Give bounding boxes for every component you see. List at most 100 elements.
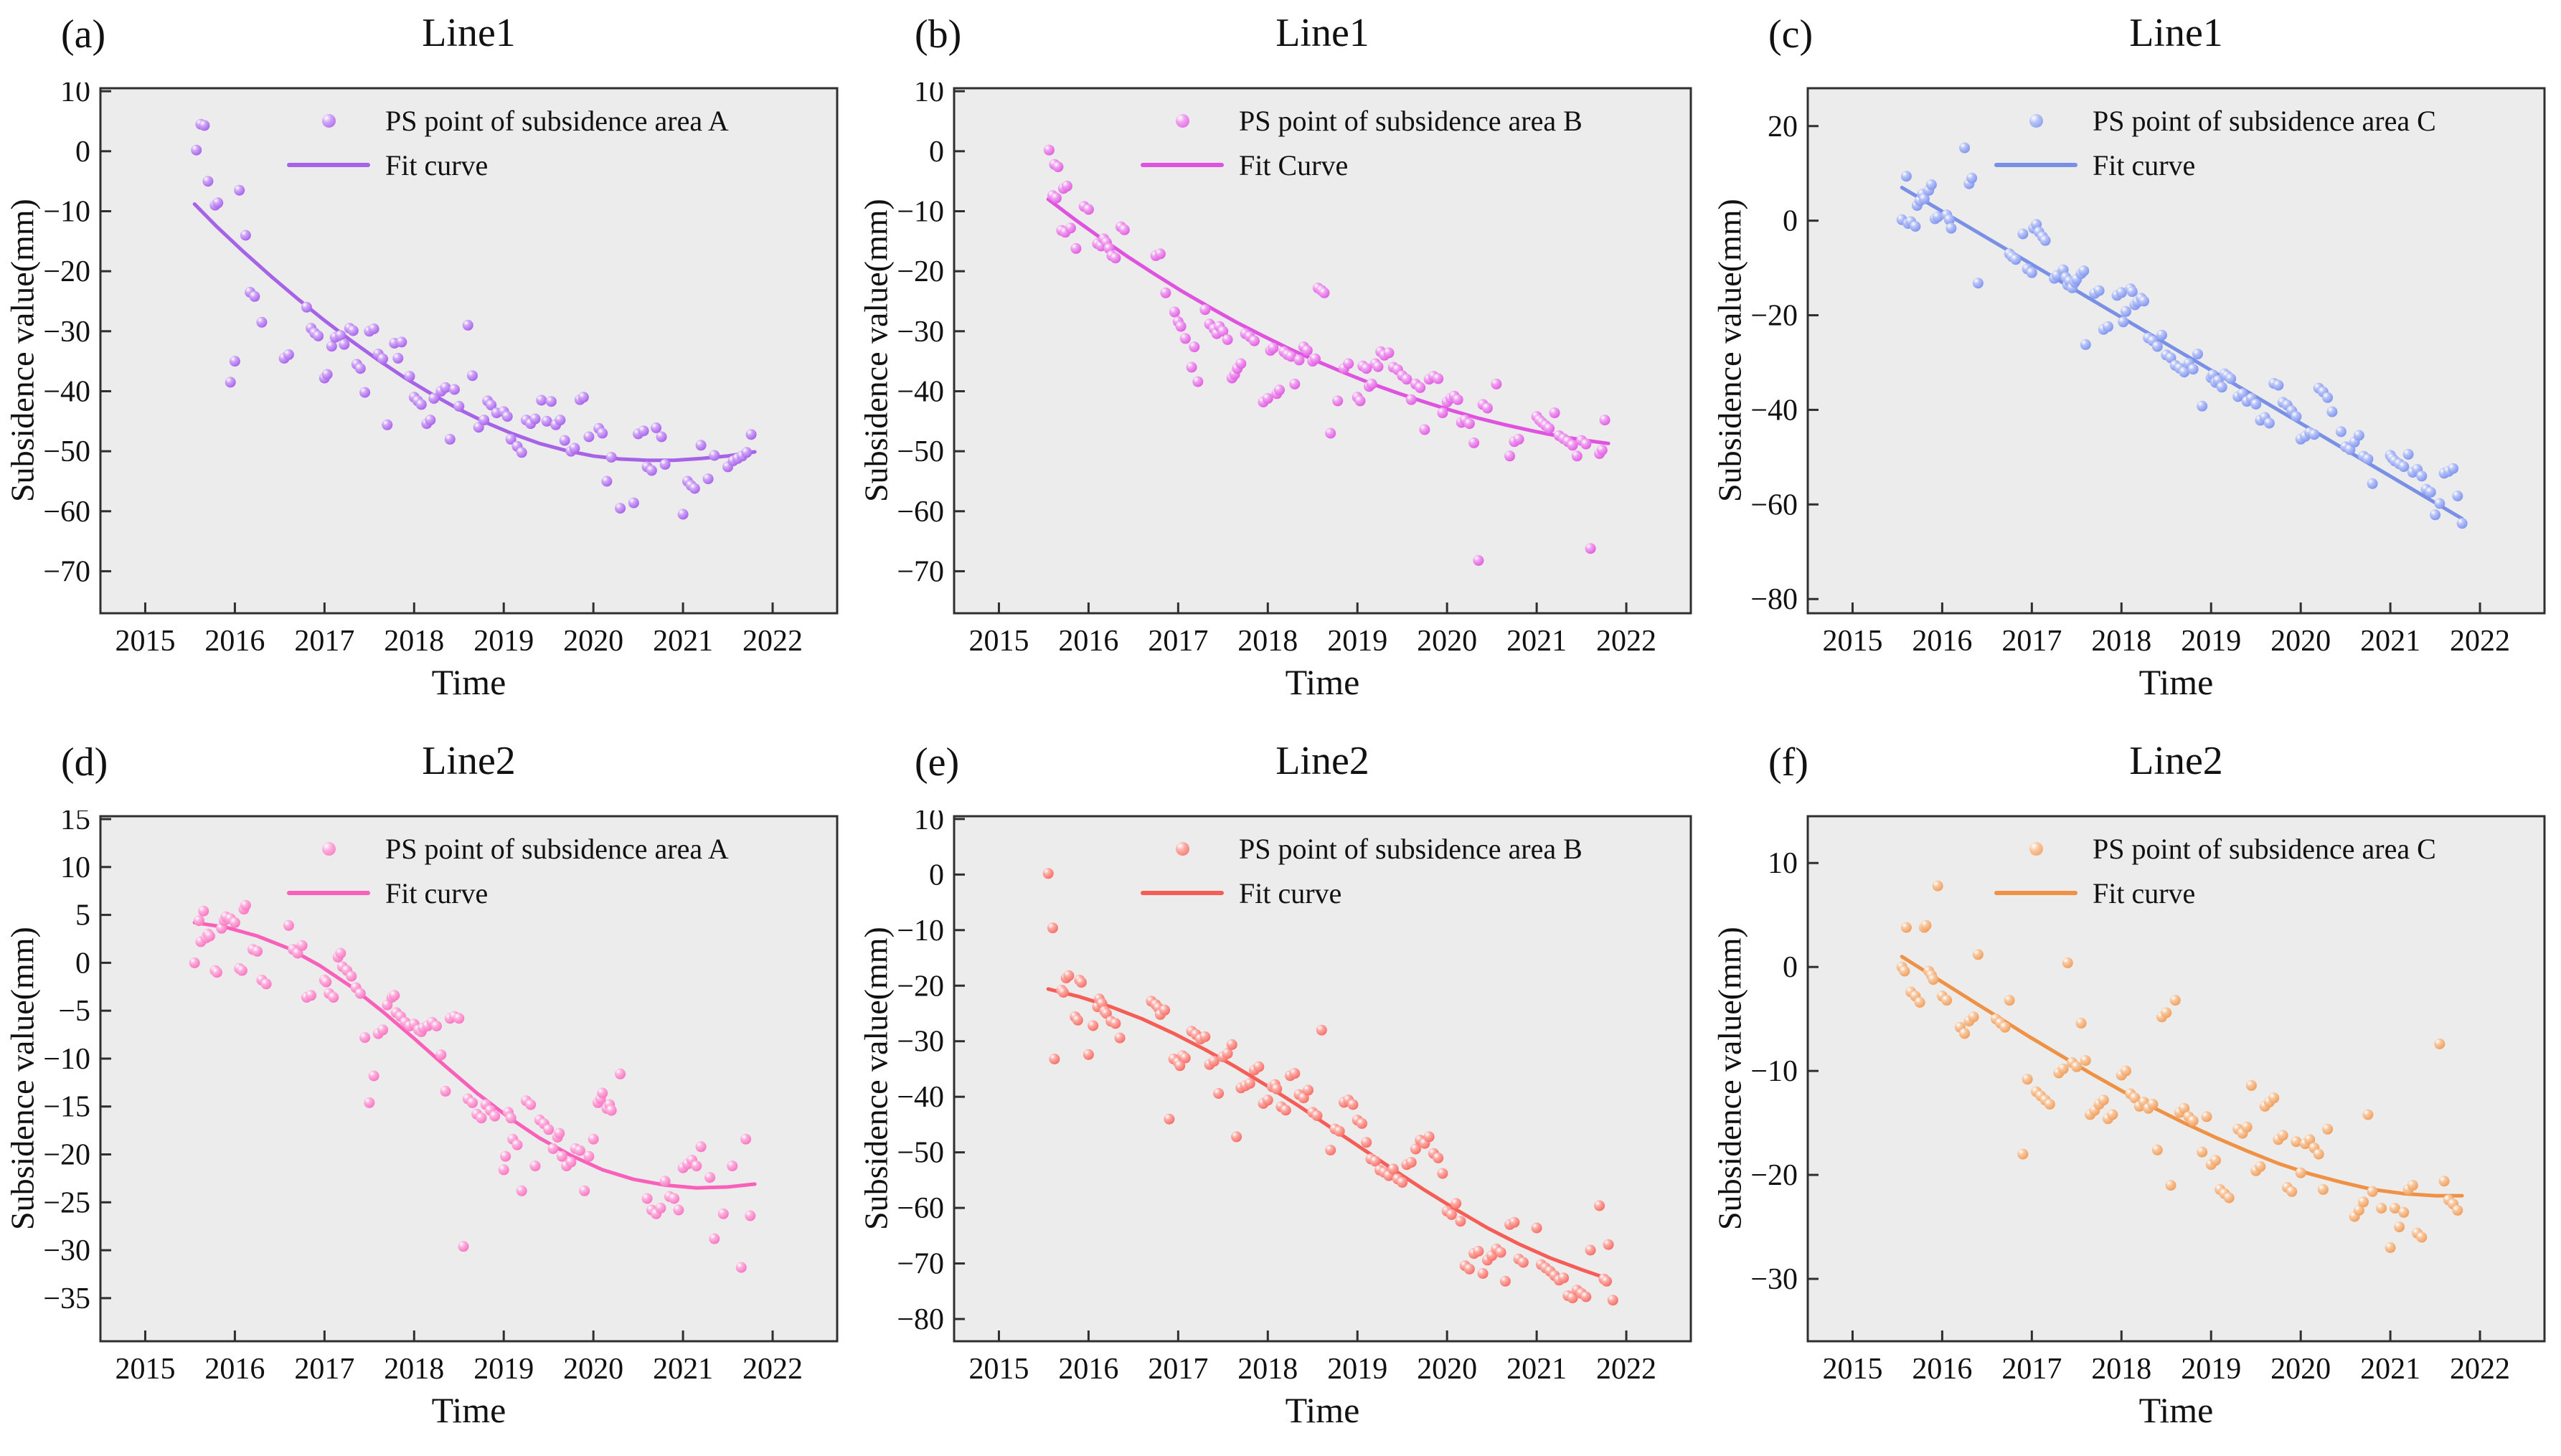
scatter-plot-svg: 2015 2016 2017 2018 2019 2020 2021 2022 10 0 −10 −2… [898,82,1692,658]
y-tick-label: −35 [44,1282,90,1315]
x-tick-label: 2019 [1327,625,1387,658]
ps-point [505,433,517,445]
ps-point [574,1145,585,1156]
x-axis-label: Time [1285,662,1360,702]
panel-title: Line2 [422,739,516,783]
ps-point [2268,1092,2280,1104]
ps-point [1607,1295,1618,1306]
ps-point [1316,1024,1327,1036]
ps-point [577,392,589,403]
ps-point [1932,880,1943,892]
ps-point [2322,392,2334,403]
ps-point [1914,997,1925,1008]
ps-point [444,433,456,445]
y-tick-label: −60 [44,496,90,529]
y-tick-label: 0 [929,859,944,892]
y-tick-label: −70 [898,555,944,588]
y-tick-label: −60 [1752,488,1798,521]
ps-point [2425,486,2436,498]
y-tick-label: −80 [898,1303,944,1336]
ps-point [695,440,707,451]
plot-area-bg [1808,816,2545,1341]
ps-point [1433,1152,1444,1163]
ps-point [2107,1109,2118,1120]
x-tick-label: 2018 [384,1353,444,1386]
ps-point [2121,1065,2131,1077]
ps-point [1208,1056,1220,1067]
ps-point [583,1150,595,1162]
ps-point [2057,1063,2069,1074]
plot-frame [1806,815,2546,1343]
ps-point [2147,1099,2159,1110]
scatter-plot-svg: 2015 2016 2017 2018 2019 2020 2021 2022 15 10 5 0 −5… [44,810,839,1386]
ps-point [677,509,689,520]
y-tick-label: −20 [44,1139,90,1172]
x-tick-label: 2015 [1822,625,1882,658]
x-tick-label: 2022 [1596,625,1656,658]
scatter-plot-svg: 2015 2016 2017 2018 2019 2020 2021 2022 20 0 −20 −4… [1752,87,2546,658]
ps-point [2126,286,2138,298]
ps-point [335,947,346,959]
legend-item-scatter: PS point of subsidence area B [1128,829,1583,868]
ps-point [1481,402,1493,414]
ps-point [1052,161,1064,173]
x-tick-label: 2018 [2091,625,2151,658]
ps-point [1186,361,1197,373]
ps-point [1468,437,1480,448]
ps-point [1050,192,1062,204]
ps-point [1083,204,1094,215]
x-tick-label: 2016 [1912,1353,1972,1386]
ps-point [745,1210,756,1221]
ps-point [354,988,366,999]
ps-point [392,353,404,364]
ps-point [1397,1177,1408,1188]
x-tick-label: 2018 [2091,1353,2151,1386]
ps-point [368,323,379,334]
panel-d: (d) Line2 Subsidence value(mm) 2015 2016 2… [0,728,854,1456]
ps-point [1213,1088,1225,1099]
ps-point [234,184,245,196]
ps-point [225,377,236,388]
ps-point [2295,1167,2306,1178]
ps-point [2098,1095,2109,1106]
ps-point [1169,306,1180,318]
ps-point [651,422,662,433]
ps-point [2017,1148,2029,1160]
ps-point [547,1143,559,1154]
ps-point [301,301,312,313]
ps-point [702,473,714,485]
ps-point [2353,1204,2364,1216]
x-tick-label: 2017 [2001,1353,2062,1386]
ps-point [541,415,552,427]
y-axis-label: Subsidence value(mm) [4,199,41,503]
ps-point [306,990,317,1001]
legend-label: PS point of subsidence area A [385,832,729,865]
panel-title: Line2 [1275,739,1369,783]
ps-point [569,443,580,454]
ps-point [1118,224,1130,235]
x-tick-label: 2020 [563,1353,623,1386]
ps-point [1594,1200,1605,1211]
ps-point [2448,463,2459,474]
ps-point [529,1160,541,1172]
ps-point [1928,974,1939,985]
ps-point [659,459,671,470]
y-axis-label: Subsidence value(mm) [857,927,895,1231]
ps-point [1452,394,1463,405]
ps-point [1303,1084,1313,1096]
ps-point [2291,411,2302,422]
ps-point [1192,376,1204,387]
ps-point [1959,142,1971,153]
ps-point [565,1156,577,1168]
ps-point [1920,920,1932,931]
ps-point [346,970,357,982]
y-tick-label: −40 [898,1081,944,1114]
ps-point [478,415,490,426]
ps-point [691,1160,702,1172]
ps-point [583,431,595,443]
ps-point [1310,353,1321,364]
ps-point [559,435,570,446]
x-tick-label: 2022 [2450,625,2510,658]
ps-point [1549,407,1560,419]
ps-point [525,1099,537,1110]
